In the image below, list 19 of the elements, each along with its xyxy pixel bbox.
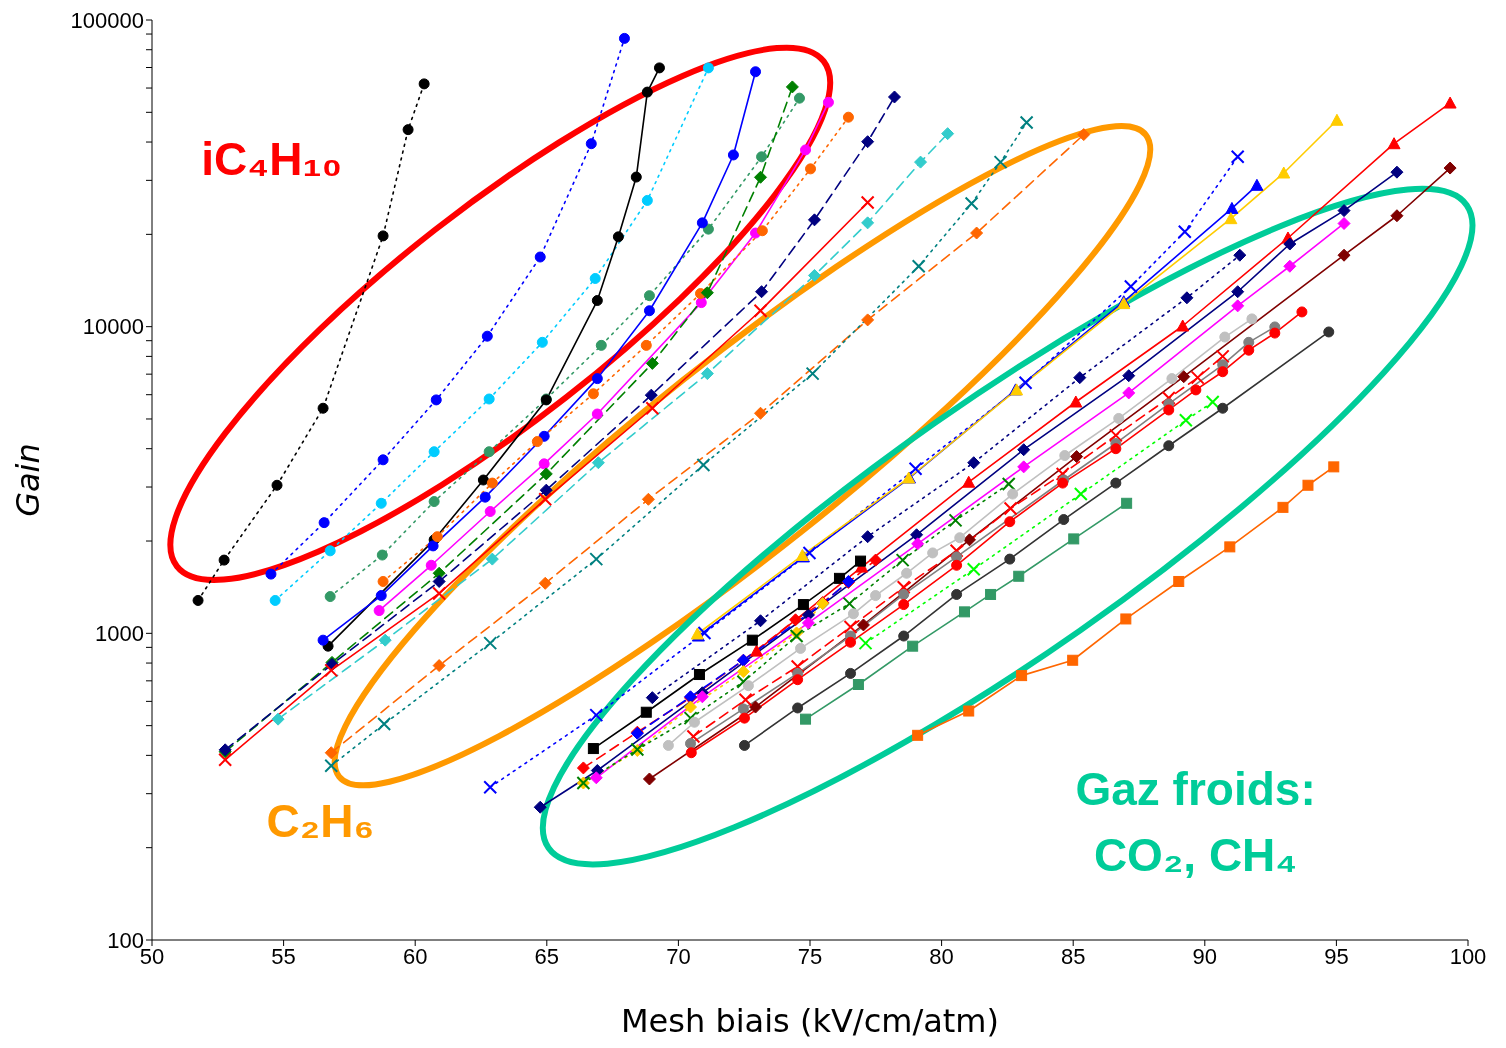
x-tick-label: 70 [666, 943, 691, 969]
x-tick-label: 75 [797, 943, 823, 969]
x-tick-label: 80 [929, 943, 954, 969]
x-tick-label: 55 [271, 943, 296, 969]
x-tick-label: 65 [534, 943, 560, 969]
y-axis-title: Gain [9, 443, 48, 517]
annotation: CO₂, CH₄ [1093, 829, 1298, 882]
annotation: iC₄H₁₀ [201, 132, 343, 185]
y-tick-label: 1000 [95, 621, 144, 647]
annotation: Gaz froids: [1075, 762, 1316, 815]
x-tick-label: 95 [1324, 943, 1349, 969]
x-axis-title: Mesh biais (kV/cm/atm) [620, 1002, 1000, 1040]
y-tick-label: 10000 [82, 314, 144, 340]
x-tick-label: 100 [1449, 943, 1487, 969]
x-tick-label: 90 [1192, 943, 1218, 969]
x-tick-label: 60 [402, 943, 428, 969]
x-tick-label: 85 [1060, 943, 1086, 969]
annotation: C₂H₆ [266, 795, 375, 848]
y-tick-label: 100000 [70, 7, 144, 33]
